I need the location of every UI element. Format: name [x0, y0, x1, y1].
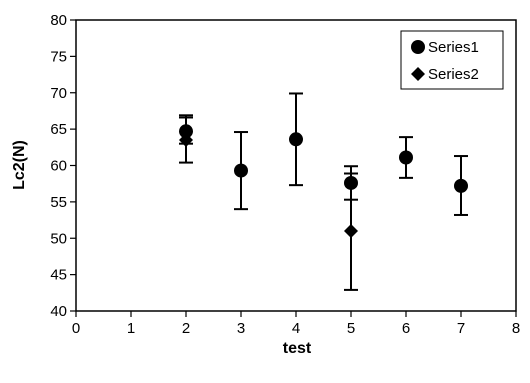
- x-tick-label: 2: [182, 320, 190, 337]
- y-axis-ticks: 40 45 50 55 60 65 70 75 80: [50, 12, 76, 320]
- data-point-circle: [399, 150, 413, 165]
- data-point-circle: [234, 163, 248, 178]
- legend-marker-series2: [411, 67, 425, 81]
- y-tick-label: 45: [50, 267, 67, 284]
- legend-marker-series1: [411, 40, 425, 54]
- data-point-diamond: [179, 133, 193, 148]
- x-tick-label: 1: [127, 320, 135, 337]
- y-tick-label: 40: [50, 303, 67, 320]
- y-tick-label: 70: [50, 85, 67, 102]
- y-tick-label: 75: [50, 48, 67, 65]
- x-axis-title: test: [283, 340, 312, 357]
- series-layer: [179, 92, 468, 291]
- data-point-diamond: [344, 223, 358, 238]
- x-tick-label: 6: [402, 320, 410, 337]
- x-tick-label: 7: [457, 320, 465, 337]
- legend: Series1 Series2: [400, 30, 504, 90]
- y-tick-label: 65: [50, 121, 67, 138]
- data-point-circle: [289, 132, 303, 147]
- x-axis-ticks: 0 1 2 3 4 5 6 7 8: [72, 311, 520, 337]
- y-axis-title: Lc2(N): [11, 140, 28, 190]
- legend-label-series1: Series1: [428, 39, 479, 56]
- series-2: [179, 114, 358, 291]
- x-tick-label: 4: [292, 320, 300, 337]
- y-tick-label: 50: [50, 230, 67, 247]
- x-tick-label: 3: [237, 320, 245, 337]
- y-tick-label: 60: [50, 158, 67, 175]
- data-point-circle: [454, 178, 468, 193]
- y-tick-label: 80: [50, 12, 67, 29]
- y-tick-label: 55: [50, 194, 67, 211]
- x-tick-label: 5: [347, 320, 355, 337]
- legend-label-series2: Series2: [428, 66, 479, 83]
- x-tick-label: 0: [72, 320, 80, 337]
- x-tick-label: 8: [512, 320, 520, 337]
- series-1: [179, 92, 468, 216]
